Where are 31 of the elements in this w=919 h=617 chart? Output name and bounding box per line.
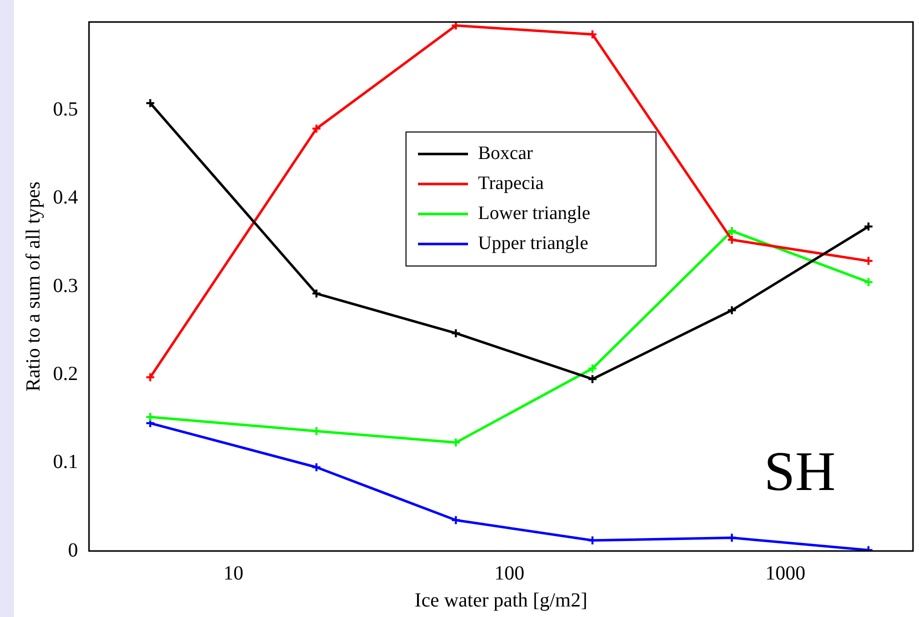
annotation: SH <box>764 440 836 504</box>
x-tick-label: 1000 <box>765 562 806 584</box>
y-tick-label: 0 <box>68 539 78 562</box>
y-tick-label: 0.4 <box>53 186 78 209</box>
point <box>726 532 737 543</box>
legend-label: Upper triangle <box>478 232 588 254</box>
x-tick-label: 10 <box>223 562 244 584</box>
point <box>587 374 598 384</box>
point <box>450 438 461 448</box>
point <box>726 234 737 245</box>
point <box>587 363 598 374</box>
point <box>311 288 322 299</box>
legend-label: Trapecia <box>478 172 544 194</box>
point <box>450 515 461 526</box>
x-tick-label: 100 <box>494 562 524 584</box>
y-tick-label: 0.5 <box>53 98 78 120</box>
point <box>450 328 461 338</box>
point <box>587 535 598 546</box>
point <box>311 124 322 134</box>
y-axis-title: Ratio to a sum of all types <box>22 181 44 392</box>
x-axis-title: Ice water path [g/m2] <box>414 589 588 612</box>
point <box>726 305 737 316</box>
y-tick-label: 0.3 <box>53 274 78 297</box>
point <box>587 29 598 40</box>
point <box>311 462 322 472</box>
point <box>726 226 737 236</box>
point <box>311 426 322 436</box>
legend-label: Boxcar <box>478 142 534 164</box>
y-tick-label: 0.1 <box>53 451 78 474</box>
y-tick-label: 0.2 <box>53 362 78 385</box>
legend-label: Lower triangle <box>478 202 590 224</box>
